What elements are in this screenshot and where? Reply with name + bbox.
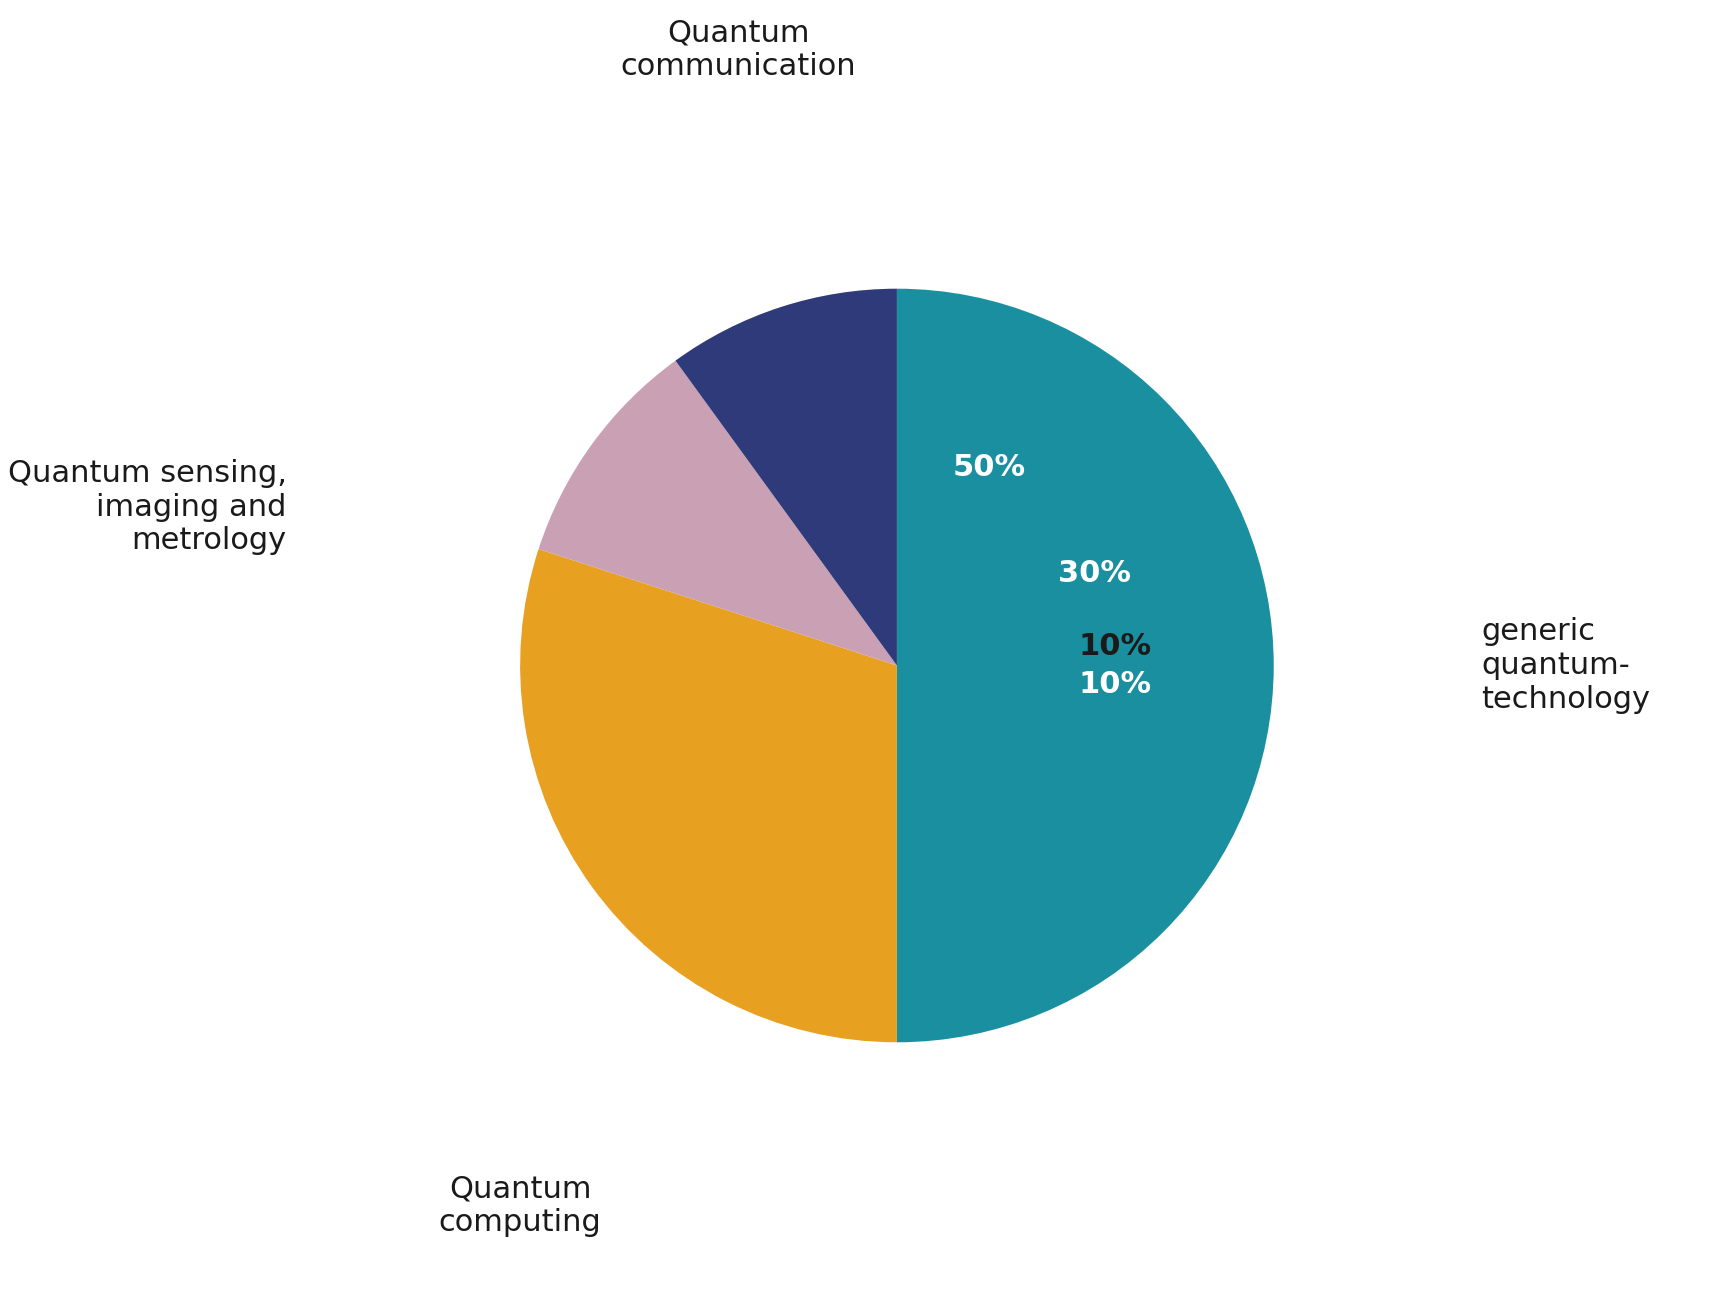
Text: 30%: 30% (1058, 558, 1130, 588)
Wedge shape (538, 361, 896, 666)
Wedge shape (520, 549, 896, 1043)
Wedge shape (896, 289, 1273, 1043)
Text: generic
quantum-
technology: generic quantum- technology (1480, 617, 1649, 713)
Text: Quantum
communication: Quantum communication (620, 18, 856, 81)
Text: 10%: 10% (1077, 670, 1151, 699)
Text: Quantum sensing,
imaging and
metrology: Quantum sensing, imaging and metrology (7, 460, 286, 555)
Text: 10%: 10% (1077, 632, 1151, 660)
Text: 50%: 50% (953, 453, 1025, 482)
Text: Quantum
computing: Quantum computing (438, 1174, 601, 1237)
Wedge shape (675, 289, 896, 666)
